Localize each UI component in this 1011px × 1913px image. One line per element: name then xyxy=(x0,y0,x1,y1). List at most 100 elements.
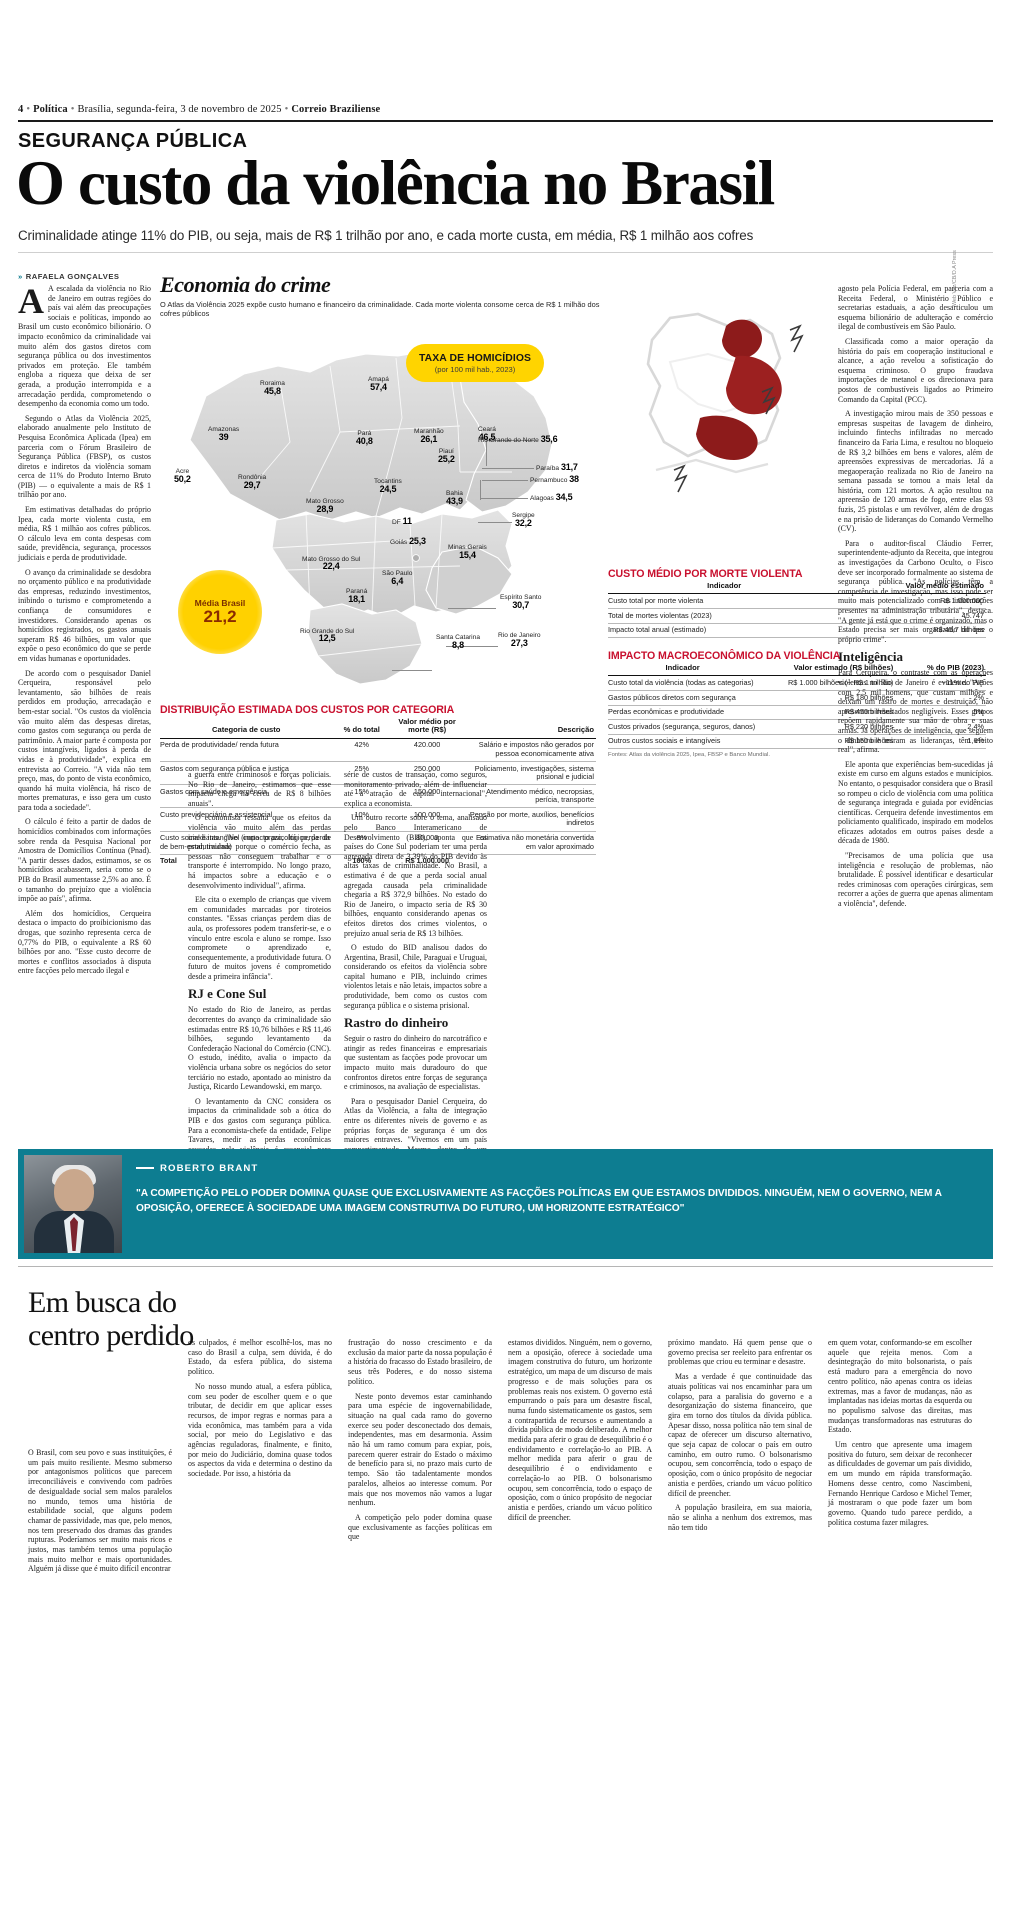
feature-column-3: frustração do nosso crescimento e da exc… xyxy=(348,1338,492,1547)
table-title: CUSTO MÉDIO POR MORTE VIOLENTA xyxy=(608,568,803,580)
cell-categoria: Gastos com saúde e emergência xyxy=(160,784,335,809)
paragraph: Para o auditor-fiscal Cláudio Ferrer, su… xyxy=(838,538,993,644)
headline-divider xyxy=(18,252,993,253)
paragraph: Mas a verdade é que continuidade das atu… xyxy=(668,1372,812,1498)
state-label-sao-paulo: São Paulo 6,4 xyxy=(382,570,413,586)
masthead-divider xyxy=(18,120,993,122)
cell-valor: 100.000 xyxy=(391,807,466,832)
brazil-map-svg xyxy=(189,351,553,685)
state-label-acre: Acre 50,2 xyxy=(174,468,191,484)
infographic-subtitle: O Atlas da Violência 2025 expõe custo hu… xyxy=(160,300,600,318)
legend-title: TAXA DE HOMICÍDIOS xyxy=(418,352,532,364)
state-label-amapa: Amapá 57,4 xyxy=(368,376,389,392)
quote-text: "A COMPETIÇÃO PELO PODER DOMINA QUASE QU… xyxy=(136,1188,942,1214)
brazil-map: TAXA DE HOMICÍDIOS (por 100 mil hab., 20… xyxy=(160,322,620,722)
paragraph: No estado do Rio de Janeiro, as perdas d… xyxy=(188,1005,331,1092)
brazil-average-badge: Média Brasil 21,2 xyxy=(178,570,262,654)
cell-indicador: Custos privados (segurança, seguros, dan… xyxy=(608,719,760,735)
cell-indicador: Gastos públicos diretos com segurança xyxy=(608,690,760,706)
state-label-df: DF 11 xyxy=(392,516,412,527)
cell-descricao: Estimativa não monetária convertida em v… xyxy=(465,831,596,855)
table-row: Gastos com saúde e emergência 15% 150.00… xyxy=(160,784,596,809)
state-label-para: Pará 40,8 xyxy=(356,430,373,446)
feature-divider xyxy=(18,1266,993,1267)
table-row: Perdas econômicas e produtividade R$ 450… xyxy=(608,705,986,721)
leader-line xyxy=(446,646,498,647)
table-title: IMPACTO MACROECONÔMICO DA VIOLÊNCIA xyxy=(608,650,841,662)
cell-indicador: Custo total por morte violenta xyxy=(608,593,843,609)
paragraph: estamos divididos. Ninguém, nem o govern… xyxy=(508,1338,652,1522)
cell-valor: R$ 1.000.000 xyxy=(842,593,986,609)
cell-total-percent: 100% xyxy=(334,853,392,869)
paragraph: próximo mandato. Há quem pense que o gov… xyxy=(668,1338,812,1367)
state-label-rio-de-janeiro: Rio de Janeiro 27,3 xyxy=(498,632,541,648)
cell-total-label: Total xyxy=(160,853,335,869)
state-label-mato-grosso: Mato Grosso 28,9 xyxy=(306,498,344,514)
paragraph: a guerra entre criminosos e forças polic… xyxy=(188,770,331,808)
paragraph: A população brasileira, em sua maioria, … xyxy=(668,1503,812,1532)
cell-valor: R$ 45,7 bilhões xyxy=(842,623,986,639)
table-row: Gastos com segurança pública e justiça 2… xyxy=(160,761,596,786)
cell-valor: R$ 1.000 bilhões (~ R$ 1 trilhão) xyxy=(759,675,896,691)
paragraph: A competição pelo poder domina quase que… xyxy=(348,1512,492,1542)
feature-column-6: em quem votar, conformando-se em escolhe… xyxy=(828,1338,972,1532)
avatar-tie xyxy=(70,1217,78,1251)
cell-descricao: Policiamento, investigações, sistema pri… xyxy=(465,761,596,786)
paragraph: O Brasil, com seu povo e suas instituiçõ… xyxy=(28,1448,172,1574)
paragraph: Seguir o rastro do dinheiro do narcotráf… xyxy=(344,1034,487,1092)
table-custo-morte: CUSTO MÉDIO POR MORTE VIOLENTA Indicador… xyxy=(608,568,986,639)
paragraph: Em estimativas detalhadas do próprio Ipe… xyxy=(18,505,151,563)
cell-valor: 150.000 xyxy=(391,784,466,809)
table-row: Custo previdenciário e assistencial 10% … xyxy=(160,807,596,832)
legend-subtitle: (por 100 mil hab., 2023) xyxy=(434,364,516,374)
paragraph: agosto pela Polícia Federal, em parceria… xyxy=(838,284,993,332)
state-label-amazonas: Amazonas 39 xyxy=(208,426,240,442)
cell-valor: 45.747 xyxy=(842,608,986,624)
cell-percent: 42% xyxy=(334,738,392,763)
paragraph: série de custos de transação, como segur… xyxy=(344,770,487,808)
average-label: Média Brasil xyxy=(194,598,246,608)
cell-valor: R$ 180 bilhões xyxy=(759,690,896,706)
paragraph: A escalada da violência no Rio de Janeir… xyxy=(18,284,151,409)
paragraph: em quem votar, conformando-se em escolhe… xyxy=(828,1338,972,1435)
byline: RAFAELA GONÇALVES xyxy=(18,272,119,281)
cell-descricao: Pensão por morte, auxílios, benefícios i… xyxy=(465,807,596,832)
quote-author: ROBERTO BRANT xyxy=(136,1163,258,1174)
cell-valor: R$ 150 bilhões xyxy=(759,734,896,750)
subheading: Inteligência xyxy=(838,649,903,665)
cell-categoria: Gastos com segurança pública e justiça xyxy=(160,761,335,786)
cell-indicador: Outros custos sociais e intangíveis xyxy=(608,734,760,750)
cell-pib: 1,6% xyxy=(895,734,986,750)
state-label-espirito-santo: Espírito Santo 30,7 xyxy=(500,594,542,610)
publication-name: Correio Braziliense xyxy=(291,104,381,115)
leader-line xyxy=(478,522,512,523)
table-row: Custo total por morte violenta R$ 1.000.… xyxy=(608,593,986,609)
quote-band: ROBERTO BRANT "A COMPETIÇÃO PELO PODER D… xyxy=(18,1149,993,1259)
state-label-paraiba: Paraíba 31,7 xyxy=(536,462,578,473)
cell-categoria: Custo previdenciário e assistencial xyxy=(160,807,335,832)
average-value: 21,2 xyxy=(203,607,237,626)
story-column-4: agosto pela Polícia Federal, em parceria… xyxy=(838,284,993,914)
table-header-row: Indicador Valor médio estimado xyxy=(608,581,986,595)
table-row: Custos privados (segurança, seguros, dan… xyxy=(608,719,986,735)
cell-valor: R$ 220 bilhões xyxy=(759,719,896,735)
state-label-bahia: Bahia 43,9 xyxy=(446,490,463,506)
cell-percent: 8% xyxy=(334,831,392,855)
state-label-minas-gerais: Minas Gerais 15,4 xyxy=(448,544,487,560)
col-header: Categoria de custo xyxy=(160,717,335,739)
dropcap: A xyxy=(18,281,44,321)
subheading: RJ e Cone Sul xyxy=(188,986,267,1002)
paragraph: os culpados, é melhor escolhê-los, mas n… xyxy=(188,1338,332,1377)
crime-scene-svg xyxy=(646,312,804,493)
section-kicker: SEGURANÇA PÚBLICA xyxy=(18,130,248,152)
cell-percent: 10% xyxy=(334,807,392,832)
col-header: Valor médio por morte (R$) xyxy=(391,717,466,739)
crime-scene-illustration xyxy=(640,300,820,545)
col-header: Valor estimado (R$ bilhões) xyxy=(759,663,896,677)
cell-valor: 420.000 xyxy=(391,738,466,763)
page-number: 4 xyxy=(18,104,24,115)
state-label-roraima: Roraima 45,8 xyxy=(260,380,285,396)
state-label-parana: Paraná 18,1 xyxy=(346,588,368,604)
paragraph: Segundo o Atlas da Violência 2025, elabo… xyxy=(18,413,151,500)
